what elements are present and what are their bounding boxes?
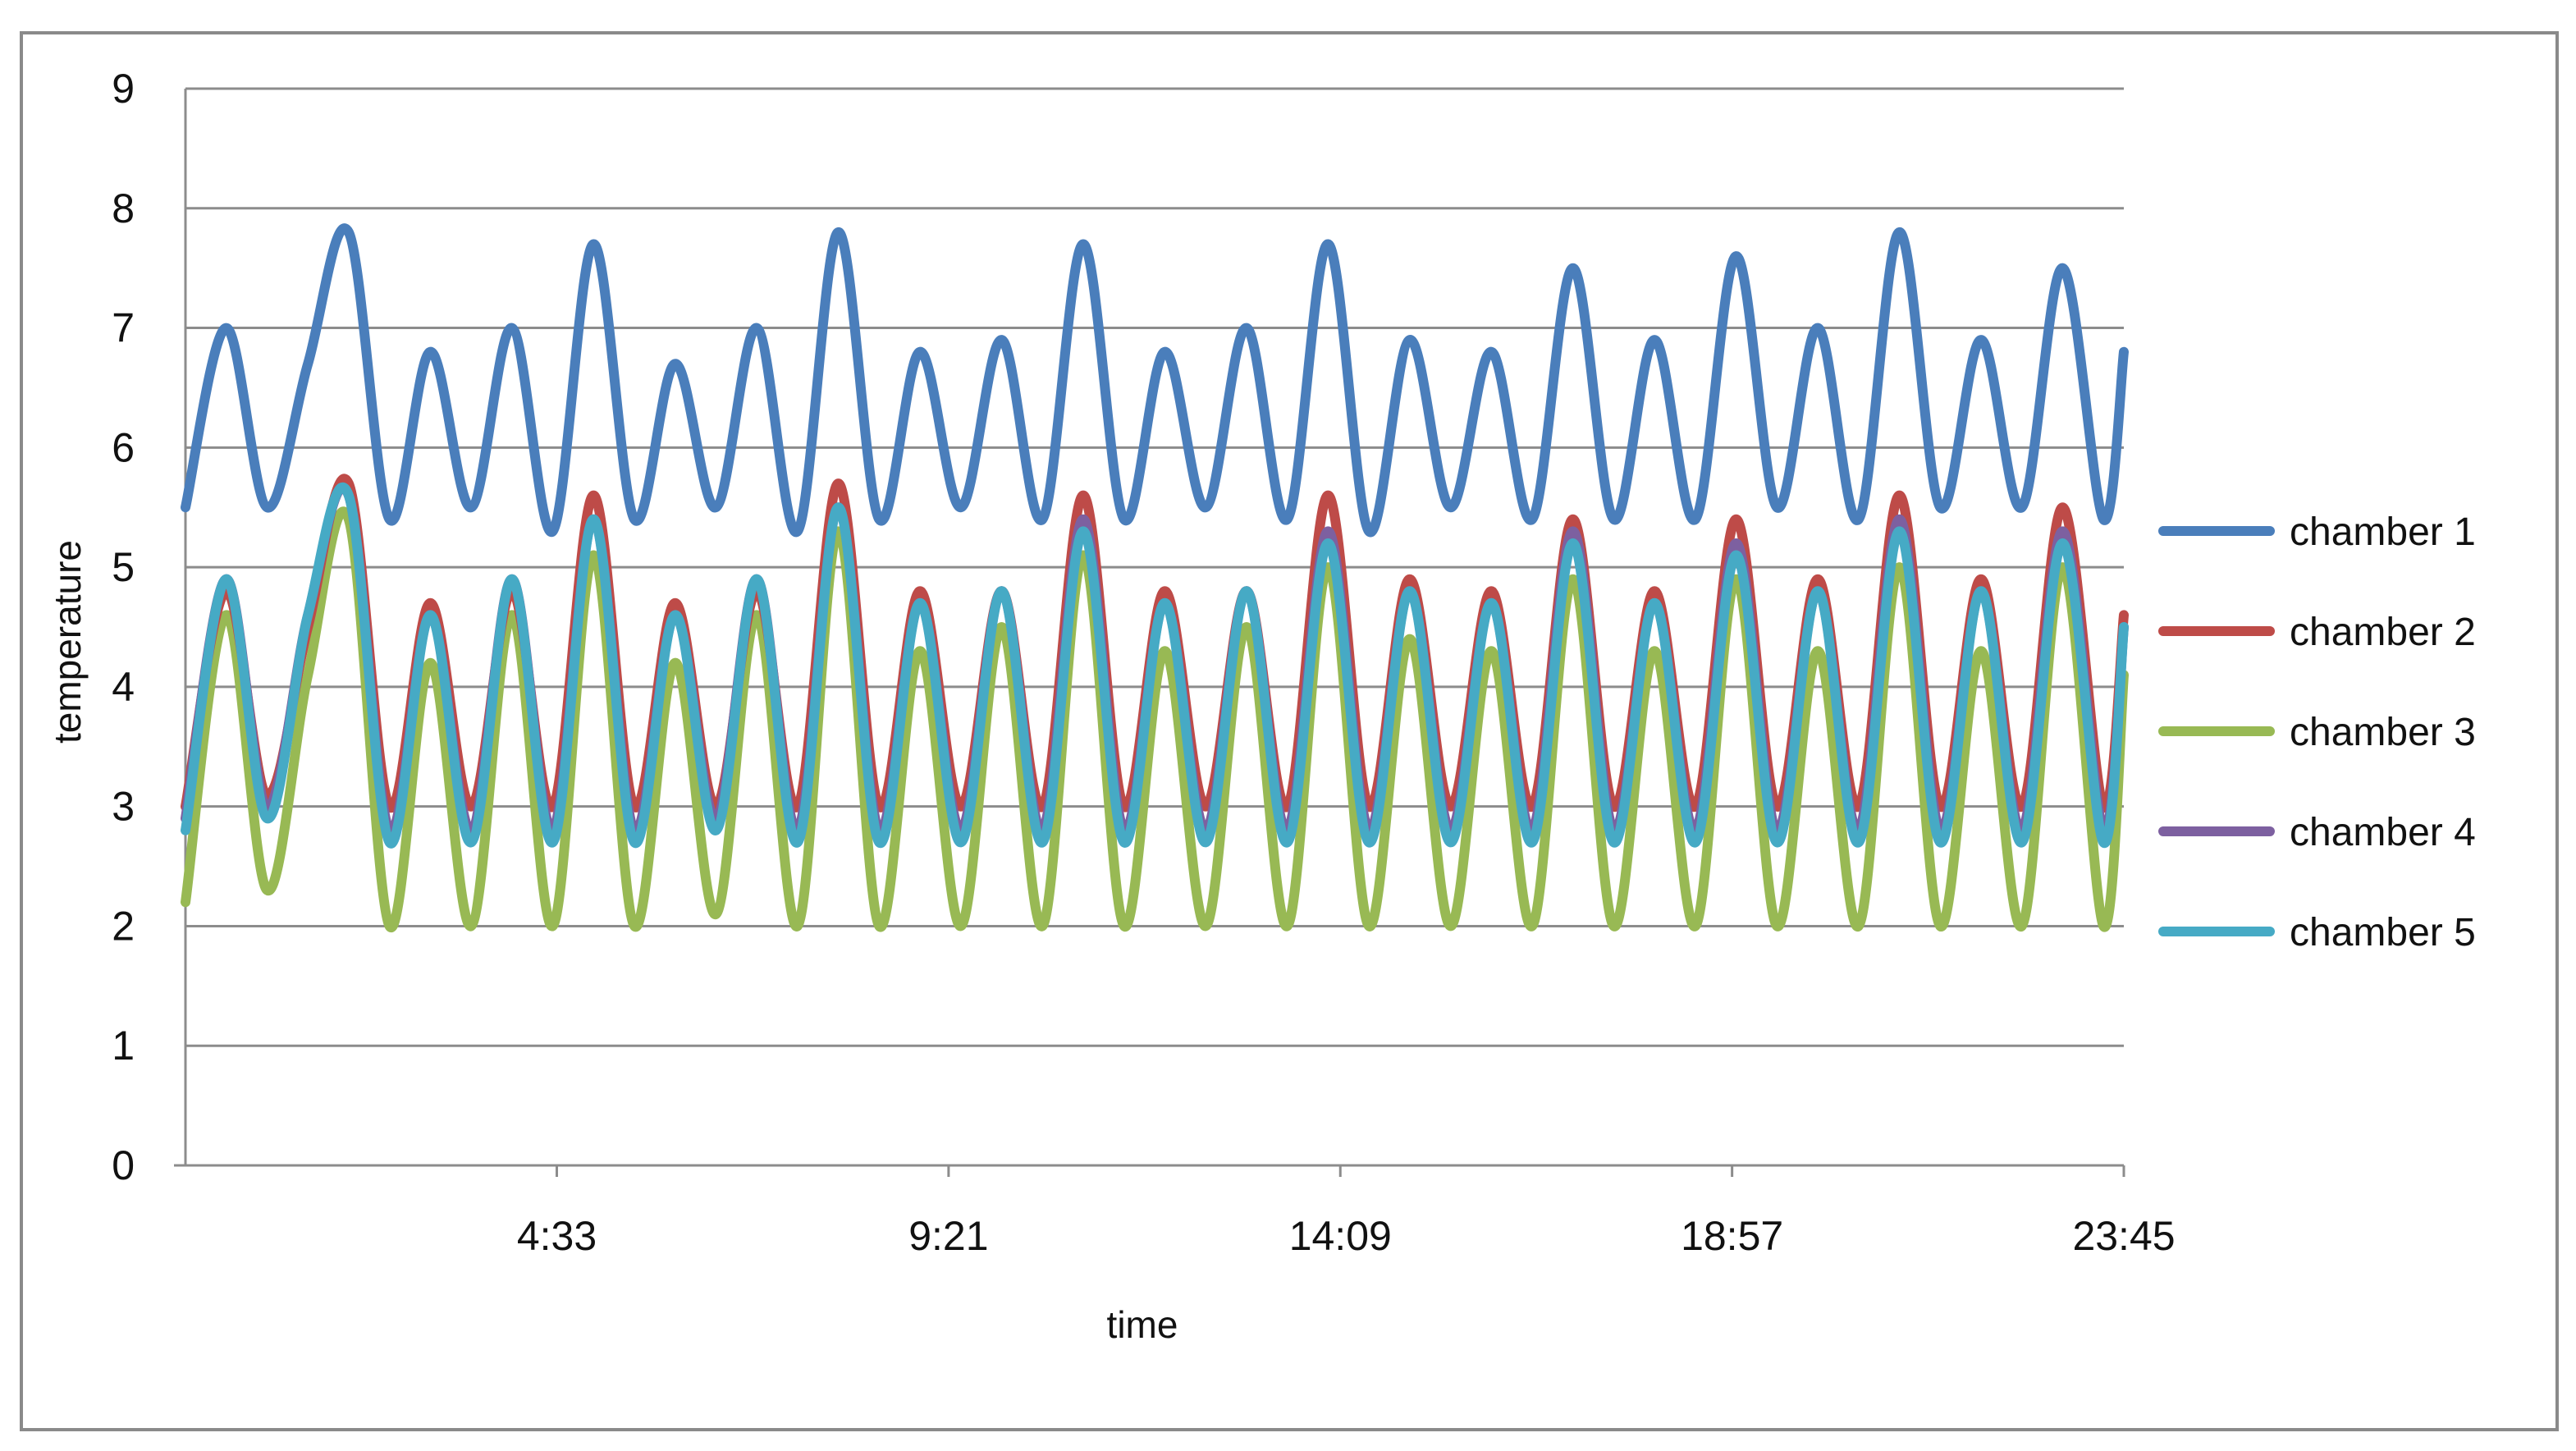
- y-tick-label: 3: [112, 784, 135, 830]
- y-tick-label: 7: [112, 305, 135, 351]
- legend-label: chamber 1: [2290, 510, 2476, 554]
- y-tick-label: 6: [112, 424, 135, 470]
- series-line-chamber-3: [181, 506, 2129, 933]
- y-tick-label: 2: [112, 903, 135, 949]
- legend-item: chamber 5: [2158, 911, 2476, 954]
- legend-item: chamber 1: [2158, 510, 2476, 554]
- x-tick-label: 14:09: [1289, 1213, 1392, 1259]
- y-tick-label: 4: [112, 664, 135, 710]
- y-tick-label: 8: [112, 185, 135, 231]
- legend-label: chamber 4: [2290, 811, 2476, 854]
- x-axis-title: time: [1107, 1303, 1178, 1346]
- series-line-chamber-5: [181, 482, 2129, 849]
- legend-item: chamber 3: [2158, 711, 2476, 754]
- x-tick-label: 9:21: [908, 1213, 988, 1259]
- legend-item: chamber 4: [2158, 811, 2476, 854]
- series-lines: [181, 223, 2129, 933]
- y-tick-label: 0: [112, 1142, 135, 1188]
- tick-labels: 0 1 2 3 4 5 6 7 8 9 4:33 9:21 14:09 18:57 23:45: [112, 66, 2175, 1259]
- y-tick-label: 5: [112, 544, 135, 590]
- gridlines: [185, 87, 2124, 1047]
- x-tick-label: 23:45: [2072, 1213, 2175, 1259]
- x-tick-label: 4:33: [517, 1213, 597, 1259]
- y-tick-label: 1: [112, 1023, 135, 1069]
- axes: [174, 89, 2125, 1177]
- series-line-chamber-1: [181, 223, 2129, 538]
- legend-item: chamber 2: [2158, 611, 2476, 654]
- legend: chamber 1 chamber 2 chamber 3 chamber 4 cham…: [2158, 510, 2476, 954]
- y-tick-label: 9: [112, 66, 135, 112]
- x-tick-label: 18:57: [1681, 1213, 1783, 1259]
- legend-label: chamber 3: [2290, 711, 2476, 754]
- y-axis-title: temperature: [46, 540, 89, 744]
- legend-label: chamber 5: [2290, 911, 2476, 954]
- legend-label: chamber 2: [2290, 611, 2476, 654]
